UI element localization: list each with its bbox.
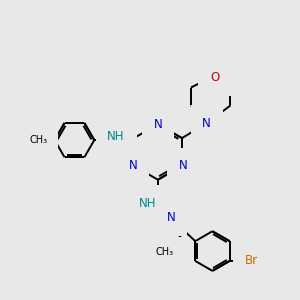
Text: NH: NH: [139, 197, 157, 210]
Text: N: N: [178, 159, 187, 172]
Text: N: N: [167, 211, 175, 224]
Text: O: O: [210, 71, 219, 84]
Text: N: N: [128, 159, 137, 172]
Text: N: N: [202, 117, 211, 130]
Text: CH₃: CH₃: [30, 135, 48, 145]
Text: CH₃: CH₃: [156, 247, 174, 257]
Text: Br: Br: [245, 254, 258, 268]
Text: N: N: [154, 118, 162, 131]
Text: NH: NH: [107, 130, 125, 142]
